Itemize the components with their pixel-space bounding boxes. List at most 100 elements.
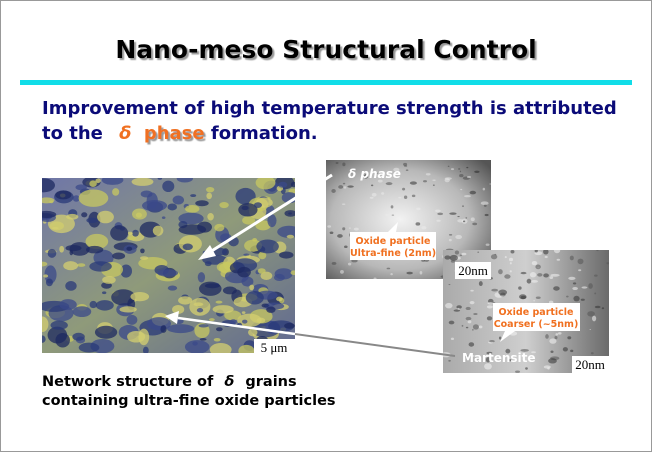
scale-box	[254, 339, 295, 356]
texture	[557, 332, 562, 335]
texture	[102, 291, 107, 295]
texture	[178, 296, 193, 305]
texture	[273, 273, 285, 282]
texture	[377, 179, 383, 183]
texture	[444, 255, 451, 260]
texture	[510, 250, 515, 254]
texture	[369, 196, 374, 199]
texture	[43, 274, 49, 278]
texture	[237, 266, 251, 278]
callout-box	[493, 303, 580, 331]
texture	[544, 255, 548, 259]
texture	[480, 201, 489, 206]
texture	[75, 184, 87, 191]
texture	[160, 325, 167, 333]
texture	[199, 338, 207, 341]
texture	[278, 181, 288, 188]
texture	[470, 289, 474, 292]
texture	[464, 355, 469, 358]
texture	[335, 161, 339, 164]
texture	[548, 358, 557, 364]
texture	[42, 335, 46, 343]
texture	[469, 300, 475, 305]
texture	[85, 245, 104, 254]
scale-bar-label: 20nm	[458, 263, 488, 278]
texture	[453, 309, 461, 312]
texture	[44, 265, 57, 284]
texture	[42, 316, 49, 333]
title: Nano-meso Structural Control	[115, 35, 536, 64]
texture	[456, 305, 462, 309]
statement-text: to the	[42, 123, 103, 144]
texture	[111, 289, 136, 306]
texture	[216, 327, 223, 332]
texture	[279, 251, 294, 259]
texture	[534, 250, 538, 253]
texture	[553, 250, 561, 254]
texture	[130, 291, 150, 302]
texture	[509, 262, 512, 265]
texture	[594, 274, 598, 277]
texture	[550, 350, 554, 354]
texture	[376, 172, 378, 174]
callout-box	[350, 232, 436, 260]
texture	[448, 234, 453, 236]
texture	[393, 167, 400, 172]
texture	[45, 278, 53, 287]
texture	[573, 295, 580, 302]
texture	[507, 359, 512, 362]
texture	[206, 192, 213, 200]
texture	[55, 190, 72, 200]
texture	[59, 299, 77, 310]
texture	[470, 217, 475, 222]
texture	[461, 324, 464, 327]
texture	[419, 270, 423, 275]
texture	[161, 216, 166, 220]
texture	[391, 214, 395, 216]
texture	[112, 188, 120, 196]
texture	[373, 277, 377, 279]
texture	[69, 249, 74, 256]
texture	[219, 201, 229, 209]
texture	[416, 207, 421, 211]
texture	[594, 305, 601, 309]
texture	[535, 296, 541, 300]
texture	[484, 363, 492, 370]
callout-text: Ultra-fine (2nm)	[350, 248, 436, 259]
texture	[415, 222, 421, 226]
texture	[432, 184, 435, 186]
texture	[50, 320, 68, 330]
texture	[89, 261, 112, 272]
texture	[498, 336, 502, 340]
texture	[478, 325, 483, 329]
texture	[264, 304, 270, 307]
texture	[403, 162, 408, 166]
texture	[568, 276, 576, 280]
texture	[459, 173, 464, 178]
texture	[549, 276, 554, 280]
texture	[327, 225, 332, 228]
scale-box	[572, 356, 609, 373]
texture	[465, 217, 468, 219]
texture	[248, 328, 258, 337]
texture	[469, 190, 477, 195]
texture	[467, 320, 472, 324]
texture	[241, 311, 246, 314]
texture	[242, 216, 256, 225]
texture	[434, 209, 441, 213]
texture	[402, 187, 406, 191]
texture	[450, 337, 455, 341]
texture	[212, 305, 234, 314]
texture	[421, 225, 427, 230]
texture	[543, 250, 549, 255]
texture	[404, 165, 408, 167]
texture	[486, 351, 493, 355]
texture	[237, 313, 262, 327]
texture	[473, 313, 478, 316]
texture	[390, 205, 394, 209]
texture	[535, 264, 541, 270]
texture	[531, 279, 539, 283]
texture	[209, 343, 232, 353]
texture	[131, 178, 154, 186]
